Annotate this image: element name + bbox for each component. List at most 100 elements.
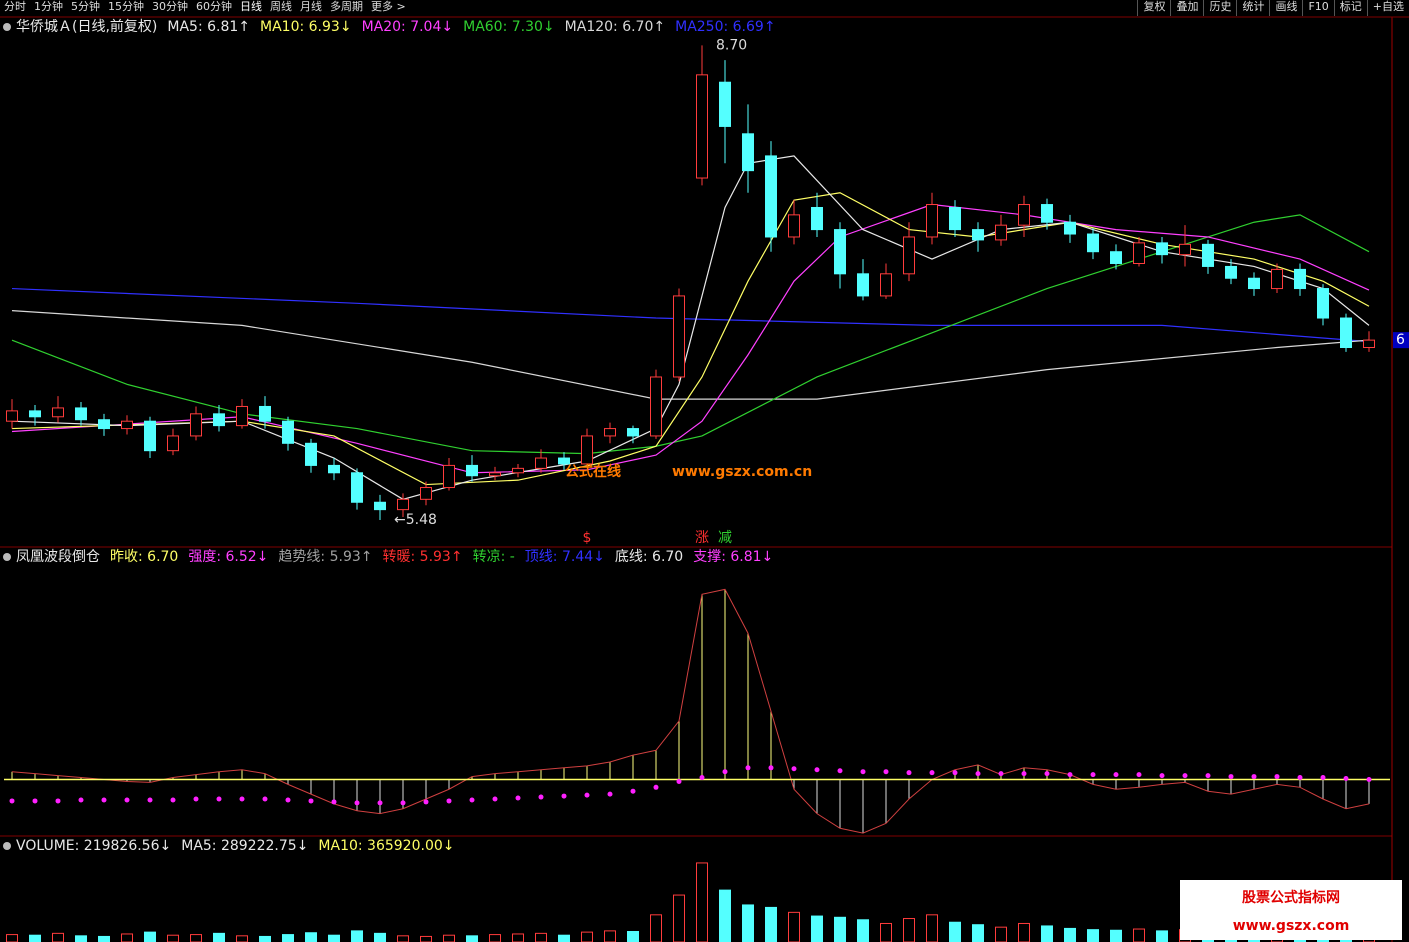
support-dot (446, 798, 452, 804)
legend-entry: MA60: 7.30↓ (463, 19, 555, 35)
volume-bar (880, 922, 892, 942)
volume-bar (650, 914, 662, 942)
volume-bar (466, 935, 478, 942)
candle-body (581, 435, 593, 465)
volume-bar (351, 930, 363, 942)
legend-entry: MA5: 6.81↑ (167, 19, 250, 35)
signal: $ (583, 530, 592, 546)
candle-body (1156, 242, 1168, 256)
candle-body (788, 214, 800, 238)
legend-entry: 强度: 6.52↓ (188, 549, 268, 565)
support-dot (768, 765, 774, 771)
toolbar-button[interactable]: 标记 (1333, 0, 1367, 16)
candle-body (811, 206, 823, 231)
toolbar-button[interactable]: 复权 (1137, 0, 1170, 16)
annotation: 8.70 (716, 37, 747, 53)
candle-body (213, 413, 225, 427)
candle-body (328, 464, 340, 474)
volume-bar (535, 932, 547, 942)
support-dot (1228, 774, 1234, 780)
support-dot (1182, 773, 1188, 779)
tab[interactable]: 分时 (4, 0, 26, 13)
candle-body (52, 407, 64, 418)
volume-bar (52, 932, 64, 942)
volume-bar (581, 931, 593, 942)
candle-body (1317, 288, 1329, 319)
support-dot (1136, 772, 1142, 778)
support-dot (1251, 774, 1257, 780)
toolbar-button[interactable]: 叠加 (1170, 0, 1203, 16)
candle-body (834, 229, 846, 275)
tab[interactable]: 60分钟 (196, 0, 232, 13)
support-dot (860, 769, 866, 775)
support-dot (78, 797, 84, 803)
support-dot (216, 796, 222, 802)
volume-bar (328, 934, 340, 942)
volume-bar (742, 904, 754, 942)
header-icon (3, 842, 11, 850)
candle-body (489, 472, 501, 477)
volume-bar (167, 934, 179, 942)
toolbar-button[interactable]: +自选 (1366, 0, 1409, 16)
tab[interactable]: 月线 (300, 0, 322, 13)
tab[interactable]: 15分钟 (108, 0, 144, 13)
support-dot (653, 784, 659, 790)
support-dot (170, 797, 176, 803)
tab[interactable]: 更多 > (371, 0, 406, 13)
candle-body (742, 133, 754, 172)
tab[interactable]: 多周期 (330, 0, 363, 13)
support-dot (814, 767, 820, 773)
volume-bar (903, 918, 915, 942)
support-dot (239, 796, 245, 802)
support-dot (745, 765, 751, 771)
candle-body (443, 464, 455, 489)
volume-bar (190, 934, 202, 942)
volume-bar (1041, 925, 1053, 942)
candle-body (374, 501, 386, 511)
support-dot (584, 792, 590, 798)
candle-body (558, 457, 570, 465)
toolbar-button[interactable]: 历史 (1203, 0, 1236, 16)
support-dot (952, 770, 958, 776)
candle-body (259, 405, 271, 422)
ma-line (11, 310, 1370, 400)
support-dot (1274, 774, 1280, 780)
toolbar-button[interactable]: 画线 (1269, 0, 1302, 16)
signal: 涨 (695, 530, 709, 546)
support-dot (469, 797, 475, 803)
support-dot (837, 768, 843, 774)
toolbar-button[interactable]: F10 (1302, 0, 1333, 16)
candle-body (1202, 243, 1214, 267)
legend-entry: VOLUME: 219826.56↓ (16, 838, 171, 854)
tab[interactable]: 1分钟 (34, 0, 63, 13)
tab[interactable]: 5分钟 (71, 0, 100, 13)
legend-entry: MA5: 289222.75↓ (181, 838, 308, 854)
watermark: www.gszx.com (1233, 918, 1350, 934)
support-dot (791, 766, 797, 772)
header-icon (3, 553, 11, 561)
legend-entry: 转凉: - (473, 549, 515, 565)
tab[interactable]: 周线 (270, 0, 292, 13)
toolbar-button[interactable]: 统计 (1236, 0, 1269, 16)
candle-body (466, 464, 478, 477)
support-dot (538, 794, 544, 800)
tabs: 分时 1分钟 5分钟 15分钟 30分钟 60分钟 日线 周线 月线 多周期 更多 > (0, 0, 410, 16)
support-dot (975, 771, 981, 777)
support-dot (607, 791, 613, 797)
candle-body (236, 405, 248, 427)
volume-bar (282, 934, 294, 942)
candle-body (1133, 242, 1145, 264)
volume-bar (857, 919, 869, 942)
tab[interactable]: 日线 (240, 0, 262, 13)
candle-body (903, 236, 915, 275)
volume-bar (1064, 927, 1076, 942)
volume-bar (949, 921, 961, 942)
support-dot (1044, 771, 1050, 777)
candle-body (673, 295, 685, 378)
volume-bar (305, 932, 317, 942)
support-dot (262, 796, 268, 802)
candle-body (1363, 339, 1375, 349)
legend-entry: 支撑: 6.81↓ (693, 549, 773, 565)
tab[interactable]: 30分钟 (152, 0, 188, 13)
